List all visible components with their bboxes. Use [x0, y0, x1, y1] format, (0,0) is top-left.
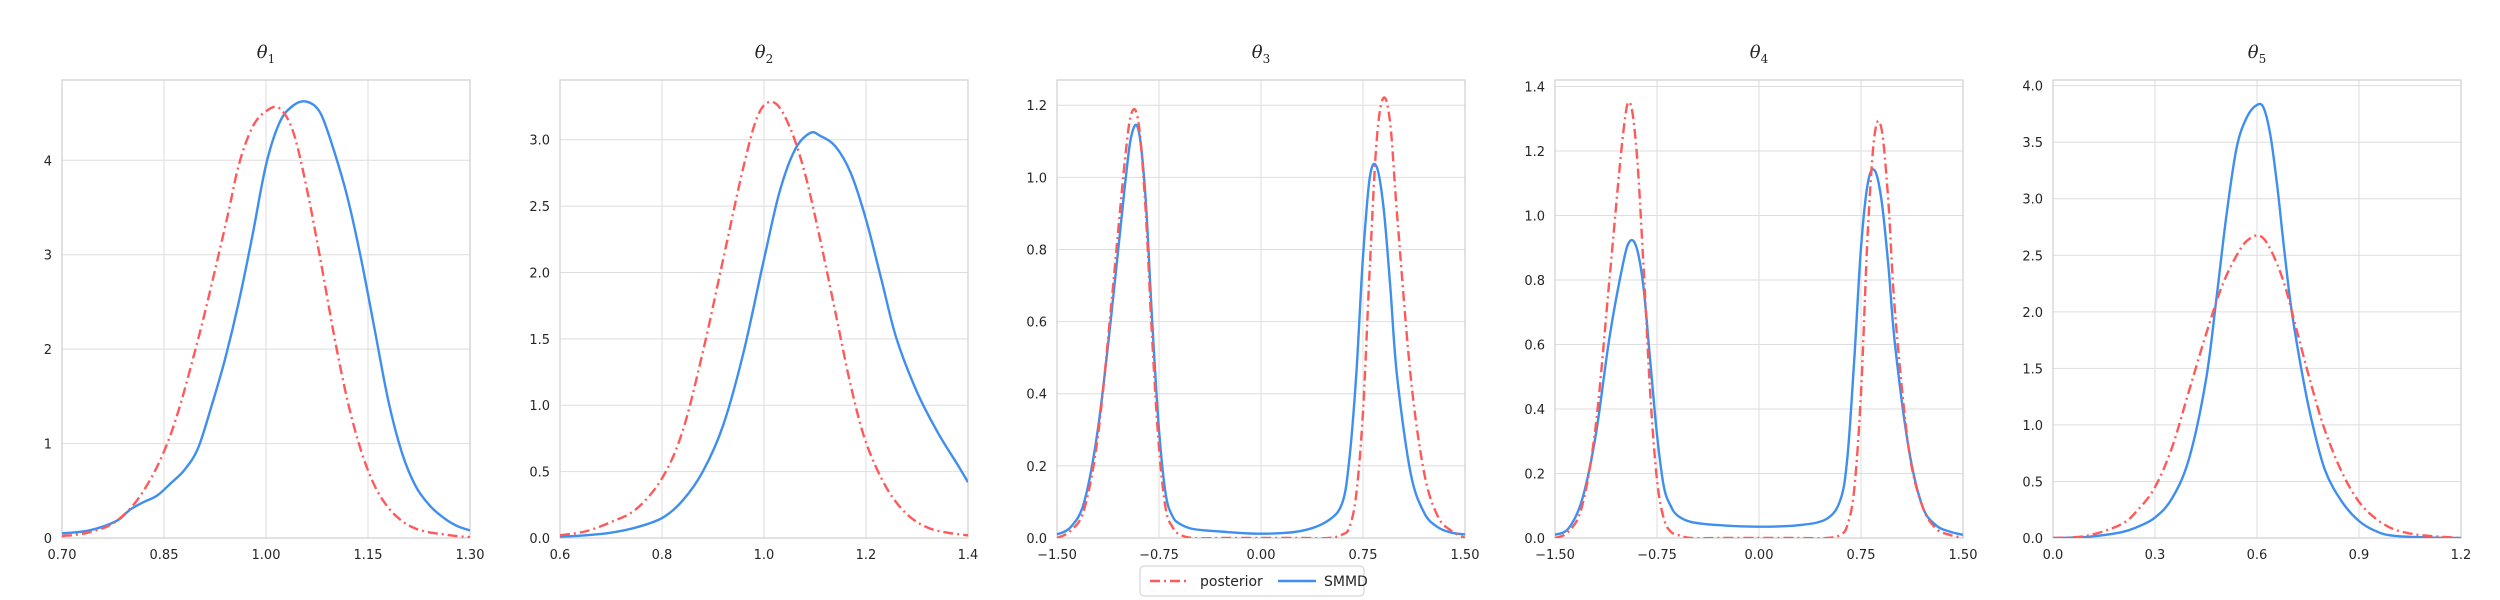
- x-tick-label: 0.75: [1349, 548, 1378, 563]
- x-tick-label: 1.0: [754, 548, 775, 563]
- y-tick-label: 2.5: [529, 200, 550, 215]
- y-tick-label: 4: [44, 154, 52, 169]
- y-tick-label: 0.2: [1026, 460, 1047, 475]
- y-tick-label: 2: [44, 343, 52, 358]
- y-tick-label: 1.5: [2022, 362, 2043, 377]
- panel-title: θ2: [755, 42, 773, 66]
- y-tick-label: 1.4: [1524, 80, 1545, 95]
- y-tick-label: 1.2: [1026, 99, 1047, 114]
- x-tick-label: 1.00: [252, 548, 281, 563]
- x-tick-label: −1.50: [1037, 548, 1077, 563]
- panel-title: θ5: [2248, 42, 2266, 66]
- x-tick-label: 1.50: [1451, 548, 1480, 563]
- series-line-smmd: [1057, 123, 1465, 536]
- plot-frame: [559, 79, 969, 539]
- x-tick-label: 1.2: [856, 548, 877, 563]
- x-tick-label: 1.15: [354, 548, 383, 563]
- y-tick-label: 3.5: [2022, 136, 2043, 151]
- y-tick-label: 1: [44, 438, 52, 453]
- x-tick-label: 1.4: [958, 548, 979, 563]
- series-line-smmd: [1555, 168, 1963, 536]
- x-tick-label: −1.50: [1535, 548, 1575, 563]
- legend-label-smmd: SMMD: [1324, 574, 1368, 590]
- series-line-posterior: [1057, 96, 1465, 538]
- y-tick-label: 3.0: [2022, 193, 2043, 208]
- y-tick-label: 0.4: [1026, 388, 1047, 403]
- series-line-posterior: [62, 105, 470, 538]
- x-tick-label: 0.6: [550, 548, 571, 563]
- y-tick-label: 0.0: [529, 532, 550, 547]
- x-tick-label: −0.75: [1637, 548, 1677, 563]
- x-tick-label: 0.6: [2247, 548, 2268, 563]
- legend-frame: [1139, 565, 1365, 597]
- y-tick-label: 0.0: [1026, 532, 1047, 547]
- panel-5: 0.0 0.3 0.6 0.9 1.2 0.0 0.5 1.0 1.5 2.0 2.5 3.0 3.5 4…: [2022, 42, 2471, 563]
- x-tick-label: 1.30: [456, 548, 485, 563]
- x-tick-label: 0.9: [2349, 548, 2370, 563]
- y-tick-label: 2.0: [2022, 306, 2043, 321]
- y-tick-label: 0.4: [1524, 403, 1545, 418]
- y-tick-label: 0.6: [1026, 316, 1047, 331]
- y-tick-label: 0.0: [1524, 532, 1545, 547]
- series-line-smmd: [2053, 102, 2461, 538]
- x-tick-label: 0.00: [1745, 548, 1774, 563]
- plot-frame: [1056, 79, 1466, 539]
- x-tick-label: 0.8: [652, 548, 673, 563]
- x-tick-label: 0.70: [48, 548, 77, 563]
- legend-label-posterior: posterior: [1200, 574, 1263, 590]
- x-tick-label: 0.00: [1247, 548, 1276, 563]
- x-tick-label: −0.75: [1139, 548, 1179, 563]
- y-tick-label: 2.0: [529, 266, 550, 281]
- panel-3: −1.50 −0.75 0.00 0.75 1.50 0.0 0.2 0.4 0.6 0.8 1.0…: [1026, 42, 1479, 563]
- series-line-posterior: [1555, 100, 1963, 538]
- y-tick-label: 1.0: [2022, 419, 2043, 434]
- y-tick-label: 1.0: [1524, 209, 1545, 224]
- panel-2: 0.6 0.8 1.0 1.2 1.4 0.0 0.5 1.0 1.5 2.0 2.5 3.0 θ2: [529, 42, 978, 563]
- y-tick-label: 4.0: [2022, 80, 2043, 95]
- legend: posterior SMMD: [1139, 565, 1368, 597]
- y-tick-label: 1.0: [529, 399, 550, 414]
- y-tick-label: 1.2: [1524, 145, 1545, 160]
- y-tick-label: 0.8: [1026, 243, 1047, 258]
- y-tick-label: 0.8: [1524, 274, 1545, 289]
- y-tick-label: 0.5: [2022, 475, 2043, 490]
- y-tick-label: 0: [44, 532, 52, 547]
- plot-frame: [61, 79, 471, 539]
- panel-4: −1.50 −0.75 0.00 0.75 1.50 0.0 0.2 0.4 0.6 0.8 1.0…: [1524, 42, 1977, 563]
- series-line-posterior: [560, 100, 968, 537]
- panel-title: θ3: [1252, 42, 1270, 66]
- x-tick-label: 0.3: [2145, 548, 2166, 563]
- y-tick-label: 0.5: [529, 466, 550, 481]
- panel-1: 0.70 0.85 1.00 1.15 1.30 0 1 2 3 4 θ1: [44, 42, 485, 563]
- y-tick-label: 3.0: [529, 134, 550, 149]
- panel-title: θ1: [257, 42, 275, 66]
- x-tick-label: 0.85: [150, 548, 179, 563]
- x-tick-label: 1.2: [2451, 548, 2472, 563]
- y-tick-label: 1.0: [1026, 171, 1047, 186]
- x-tick-label: 0.0: [2043, 548, 2064, 563]
- y-tick-label: 1.5: [529, 333, 550, 348]
- y-tick-label: 0.6: [1524, 338, 1545, 353]
- y-tick-label: 3: [44, 249, 52, 264]
- plot-frame: [2052, 79, 2462, 539]
- series-line-posterior: [2053, 234, 2461, 538]
- panel-title: θ4: [1750, 42, 1769, 66]
- series-line-smmd: [62, 100, 470, 535]
- x-tick-label: 0.75: [1847, 548, 1876, 563]
- x-tick-label: 1.50: [1949, 548, 1978, 563]
- y-tick-label: 0.0: [2022, 532, 2043, 547]
- y-tick-label: 0.2: [1524, 467, 1545, 482]
- y-tick-label: 2.5: [2022, 249, 2043, 264]
- series-line-smmd: [560, 130, 968, 538]
